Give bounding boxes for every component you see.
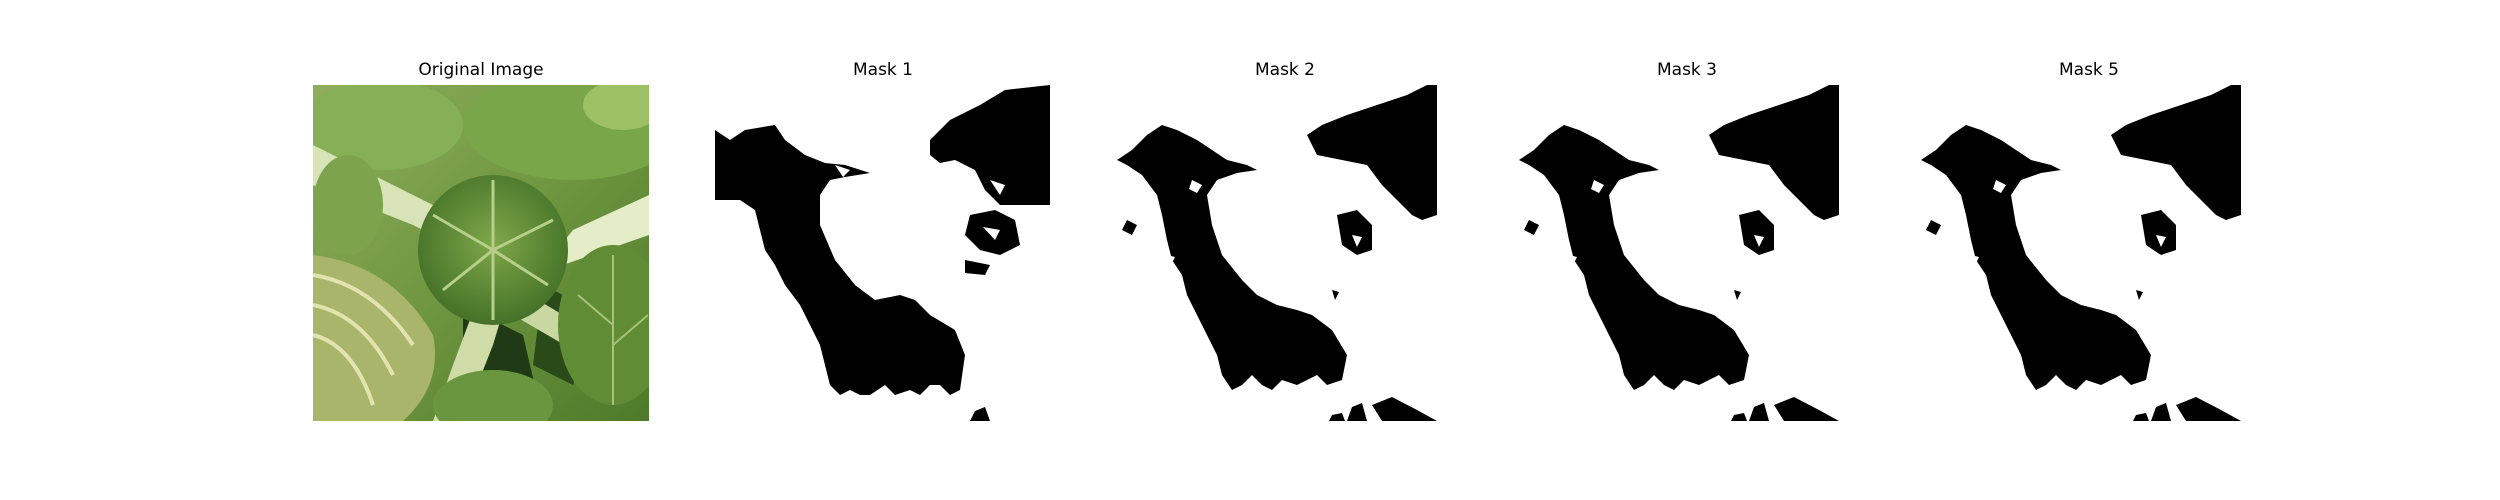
- mask-image: [715, 85, 1051, 421]
- panel-mask-1: Mask 1: [715, 0, 1051, 500]
- panel-mask-5: Mask 5: [1921, 0, 2257, 500]
- panel-mask-3: Mask 3: [1519, 0, 1855, 500]
- panel-title: Mask 1: [852, 60, 913, 80]
- mask-1-shape: [715, 85, 1051, 421]
- panel-mask-2: Mask 2: [1117, 0, 1453, 500]
- mask-2-shape: [1117, 85, 1453, 421]
- panel-title: Mask 5: [2058, 60, 2119, 80]
- mask-3-shape: [1519, 85, 1855, 421]
- leaf-photo: [313, 85, 649, 421]
- mask-5-shape: [1921, 85, 2257, 421]
- mask-image: [1519, 85, 1855, 421]
- panel-title: Mask 3: [1656, 60, 1717, 80]
- panel-title: Mask 2: [1254, 60, 1315, 80]
- panel-title: Original Image: [418, 60, 544, 80]
- mask-image: [1921, 85, 2257, 421]
- original-image: [313, 85, 649, 421]
- mask-image: [1117, 85, 1453, 421]
- panel-original-image: Original Image: [313, 0, 649, 500]
